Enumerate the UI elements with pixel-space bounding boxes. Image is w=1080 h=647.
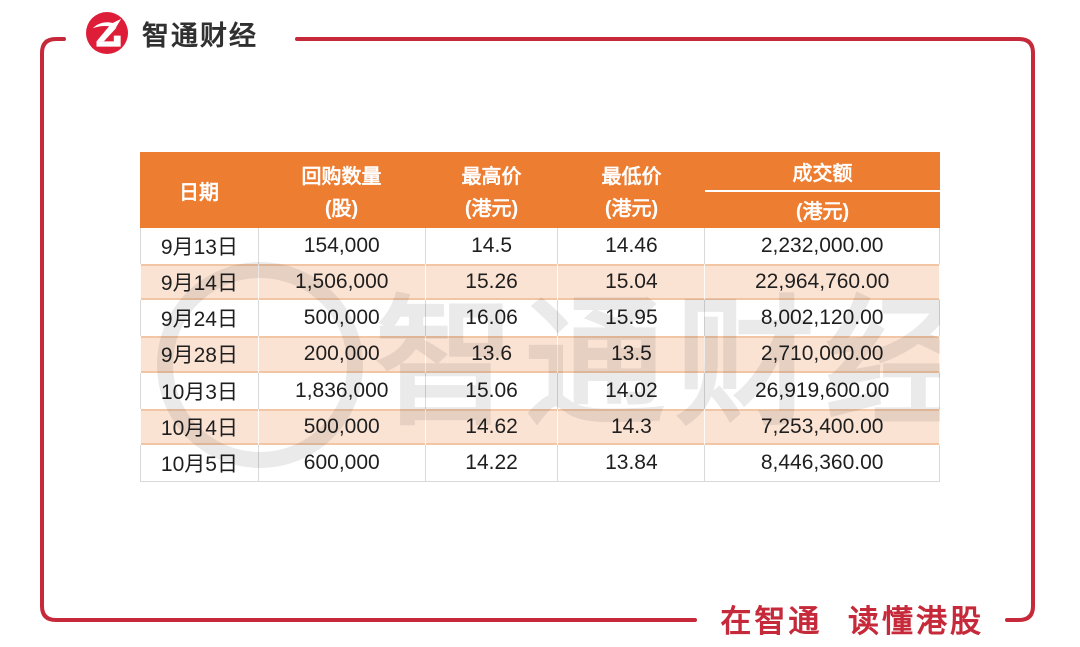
brand-tagline: 在智通 读懂港股 xyxy=(720,604,984,639)
header-turnover: 成交额 (港元) xyxy=(705,152,940,228)
cell-high: 13.6 xyxy=(426,336,559,373)
cell-low: 15.04 xyxy=(558,264,706,301)
cell-high: 14.22 xyxy=(426,444,559,481)
cell-turnover: 8,002,120.00 xyxy=(705,300,940,337)
table-row: 10月4日 500,000 14.62 14.3 7,253,400.00 xyxy=(140,408,940,445)
cell-high: 16.06 xyxy=(426,300,559,337)
table-row: 9月24日 500,000 16.06 15.95 8,002,120.00 xyxy=(140,300,940,337)
cell-turnover: 22,964,760.00 xyxy=(705,264,940,301)
cell-low: 14.46 xyxy=(558,228,706,265)
cell-date: 9月28日 xyxy=(141,336,259,373)
table-row: 10月5日 600,000 14.22 13.84 8,446,360.00 xyxy=(140,444,940,481)
header-high-price: 最高价 (港元) xyxy=(461,165,522,220)
cell-date: 10月4日 xyxy=(141,408,259,445)
cell-high: 15.26 xyxy=(426,264,559,301)
cell-date: 10月5日 xyxy=(141,444,259,481)
cell-low: 14.02 xyxy=(558,372,706,409)
header-date: 日期 xyxy=(179,181,219,204)
cell-turnover: 8,446,360.00 xyxy=(705,444,940,481)
header-low-price: 最低价 (港元) xyxy=(601,165,662,220)
cell-date: 9月24日 xyxy=(141,300,259,337)
cell-qty: 200,000 xyxy=(259,336,426,373)
cell-date: 9月13日 xyxy=(141,228,259,265)
cell-qty: 1,836,000 xyxy=(259,372,426,409)
cell-turnover: 26,919,600.00 xyxy=(705,372,940,409)
cell-low: 13.5 xyxy=(558,336,706,373)
cell-low: 15.95 xyxy=(558,300,706,337)
cell-qty: 1,506,000 xyxy=(259,264,426,301)
cell-qty: 600,000 xyxy=(259,444,426,481)
brand: 智通财经 xyxy=(86,12,258,54)
table-row: 10月3日 1,836,000 15.06 14.02 26,919,600.0… xyxy=(140,372,940,409)
table-row: 9月13日 154,000 14.5 14.46 2,232,000.00 xyxy=(140,228,940,265)
table-body: 9月13日 154,000 14.5 14.46 2,232,000.00 9月… xyxy=(140,228,940,482)
table-row: 9月14日 1,506,000 15.26 15.04 22,964,760.0… xyxy=(140,264,940,301)
table-row: 9月28日 200,000 13.6 13.5 2,710,000.00 xyxy=(140,336,940,373)
cell-low: 14.3 xyxy=(558,408,706,445)
buyback-table: 日期 回购数量 (股) 最高价 (港元) 最低价 (港元) 成交额 (港元) 9… xyxy=(140,152,940,482)
cell-high: 14.62 xyxy=(426,408,559,445)
cell-high: 15.06 xyxy=(426,372,559,409)
cell-qty: 500,000 xyxy=(259,408,426,445)
zhitong-logo-icon xyxy=(86,12,128,54)
cell-qty: 500,000 xyxy=(259,300,426,337)
header-buyback-qty: 回购数量 (股) xyxy=(301,165,382,220)
table-header: 日期 回购数量 (股) 最高价 (港元) 最低价 (港元) 成交额 (港元) xyxy=(140,152,940,228)
cell-turnover: 2,710,000.00 xyxy=(705,336,940,373)
brand-name: 智通财经 xyxy=(142,20,258,51)
cell-low: 13.84 xyxy=(558,444,706,481)
cell-turnover: 2,232,000.00 xyxy=(705,228,940,265)
cell-turnover: 7,253,400.00 xyxy=(705,408,940,445)
cell-high: 14.5 xyxy=(426,228,559,265)
cell-date: 9月14日 xyxy=(141,264,259,301)
cell-qty: 154,000 xyxy=(259,228,426,265)
cell-date: 10月3日 xyxy=(141,372,259,409)
